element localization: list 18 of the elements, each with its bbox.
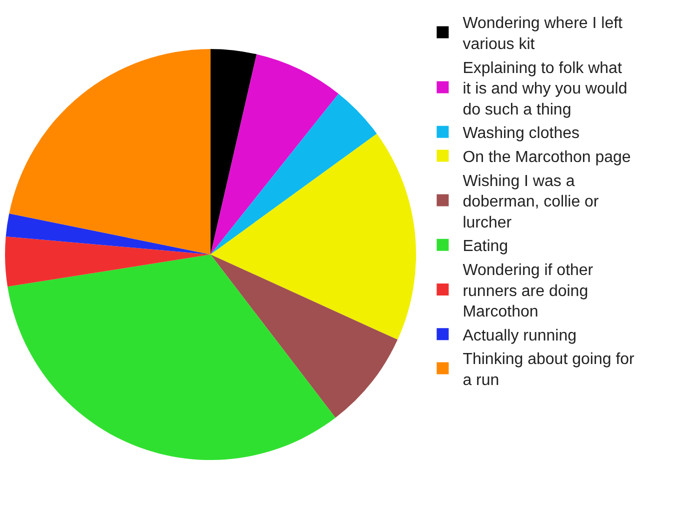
legend-label: Wondering where I left various kit: [462, 15, 624, 53]
legend-label: Wishing I was a doberman, collie or lurcher: [462, 172, 600, 232]
pie-slice: [210, 254, 398, 418]
legend-label: Explaining to folk what it is and why you would do such a thing: [462, 60, 628, 118]
legend-label: Eating: [462, 238, 508, 256]
pie-slice: [210, 48, 257, 254]
pie-slice: [6, 213, 211, 254]
legend-label: Actually running: [462, 327, 577, 344]
legend-label: Thinking about going for a run: [462, 351, 636, 389]
legend-label: On the Marcothon page: [462, 148, 631, 166]
legend-label: Wondering if other runners are doing Marcothon: [462, 262, 594, 321]
pie-slice: [210, 94, 377, 254]
pie-slice: [8, 254, 336, 460]
pie-slice: [5, 236, 211, 287]
pie-slice: [210, 54, 339, 254]
pie-slice: [9, 48, 211, 254]
pie-slice: [210, 134, 416, 340]
legend-label: Washing clothes: [462, 125, 580, 142]
